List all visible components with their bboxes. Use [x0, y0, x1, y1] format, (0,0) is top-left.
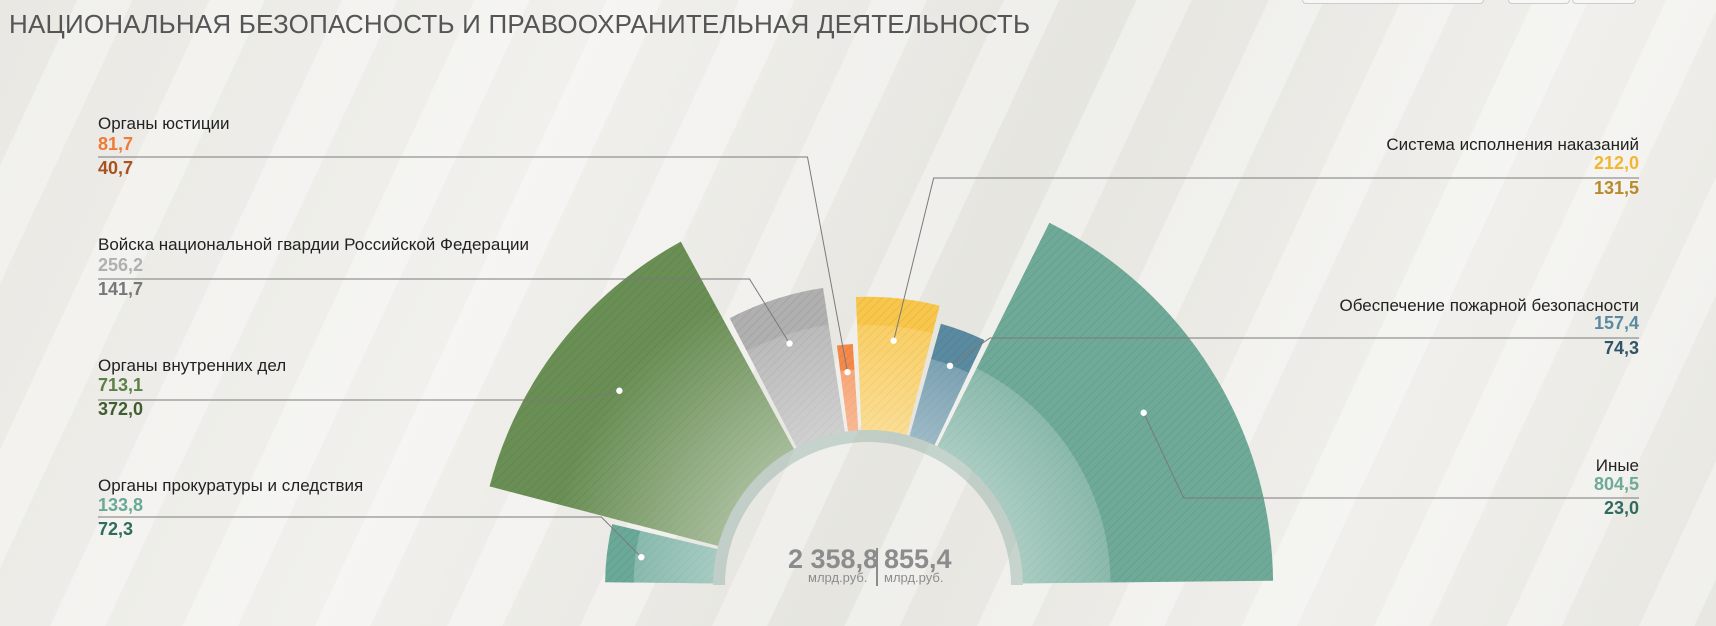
actual-value-national-guard: 141,7 [98, 279, 144, 299]
slice-actual[interactable] [746, 324, 845, 448]
label-fire-safety: Обеспечение пожарной безопасности [1339, 296, 1639, 315]
actual-value-fire-safety: 74,3 [1603, 338, 1639, 358]
slice-actual[interactable] [909, 358, 969, 445]
slice-actual[interactable] [553, 299, 794, 546]
total-actual-unit: млрд.руб. [884, 570, 944, 585]
label-other: Иные [1595, 456, 1639, 475]
slice-actual[interactable] [937, 368, 1111, 584]
actual-value-internal-affairs: 372,0 [98, 399, 144, 419]
leader-line [98, 156, 848, 373]
actual-value-prosecution: 72,3 [98, 519, 134, 539]
page-title: НАЦИОНАЛЬНАЯ БЕЗОПАСНОСТЬ И ПРАВООХРАНИТ… [9, 9, 1031, 39]
leader-line [98, 516, 642, 558]
leader-dot [638, 553, 645, 561]
planned-value-other: 804,5 [1593, 474, 1639, 494]
total-planned-unit: млрд.руб. [808, 570, 868, 585]
total-actual: 855,4 [884, 544, 952, 574]
leader-dot [946, 362, 954, 370]
totals-divider [876, 548, 878, 586]
planned-value-fire-safety: 157,4 [1593, 313, 1639, 333]
planned-value-penal-system: 212,0 [1593, 153, 1639, 173]
leader-line [893, 177, 1639, 341]
label-internal-affairs: Органы внутренних дел [98, 356, 287, 375]
actual-value-penal-system: 131,5 [1593, 178, 1639, 198]
planned-value-internal-affairs: 713,1 [98, 375, 144, 395]
slice-actual[interactable] [633, 530, 718, 584]
label-prosecution: Органы прокуратуры и следствия [98, 476, 364, 495]
actual-value-other: 23,0 [1603, 498, 1639, 518]
planned-value-justice: 81,7 [98, 134, 134, 154]
leader-line [98, 390, 620, 401]
label-penal-system: Система исполнения наказаний [1386, 135, 1639, 154]
leader-dot [890, 337, 897, 344]
label-justice: Органы юстиции [98, 114, 230, 133]
leader-dot [786, 340, 793, 347]
leader-line [98, 278, 790, 344]
total-planned: 2 358,8 [788, 544, 879, 574]
planned-value-prosecution: 133,8 [98, 495, 144, 515]
leader-line [949, 337, 1639, 367]
actual-value-justice: 40,7 [98, 158, 134, 178]
slice-actual[interactable] [840, 369, 859, 432]
leader-dot [844, 368, 851, 376]
planned-value-national-guard: 256,2 [98, 255, 144, 275]
slice-actual[interactable] [857, 325, 933, 435]
label-national-guard: Войска национальной гвардии Российской Ф… [98, 235, 530, 254]
leader-dot [616, 387, 623, 394]
leader-dot [1140, 409, 1147, 416]
leader-line [1143, 412, 1639, 499]
